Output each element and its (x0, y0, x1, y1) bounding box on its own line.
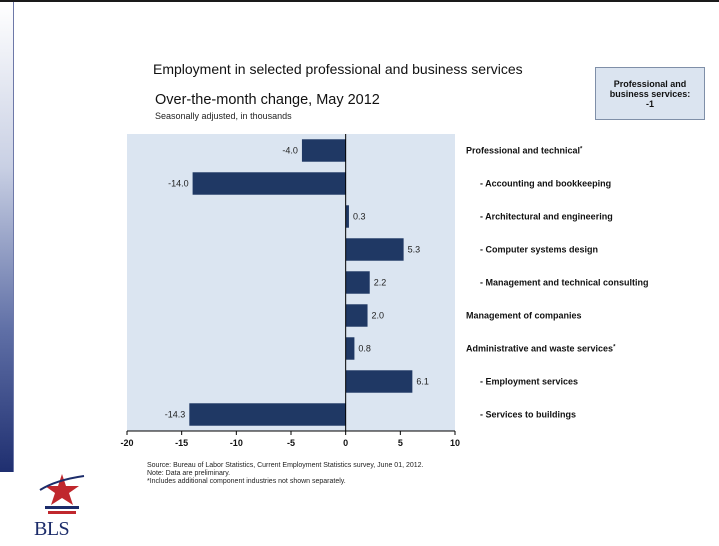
bls-star-icon (39, 474, 85, 514)
callout-line-1: Professional and (613, 78, 687, 89)
bar (301, 139, 346, 162)
bar (192, 172, 346, 195)
bar-value-label: 2.0 (372, 311, 385, 321)
top-rule (0, 0, 719, 2)
bar (189, 403, 346, 426)
category-label: - Management and technical consulting (480, 278, 649, 288)
chart-note: Seasonally adjusted, in thousands (155, 111, 292, 121)
category-label: Professional and technical* (466, 146, 583, 156)
bar (345, 337, 355, 360)
bar-value-label: 0.8 (358, 344, 371, 354)
preliminary-note: Note: Data are preliminary. (147, 470, 231, 477)
left-gradient-band (0, 2, 13, 472)
x-tick-label: -5 (287, 438, 295, 448)
bar (345, 370, 413, 393)
bar-value-label: 0.3 (353, 212, 366, 222)
x-tick-label: -20 (120, 438, 133, 448)
bar-value-label: 5.3 (408, 245, 421, 255)
chart-title: Employment in selected professional and … (153, 61, 523, 77)
category-label: - Employment services (480, 377, 578, 387)
category-label: - Services to buildings (480, 410, 576, 420)
x-tick-label: 0 (343, 438, 348, 448)
category-label: - Architectural and engineering (480, 212, 613, 222)
bar (345, 238, 404, 261)
footnote: *Includes additional component industrie… (147, 478, 346, 485)
bar-value-label: 6.1 (416, 377, 429, 387)
bar (345, 304, 368, 327)
category-label: - Computer systems design (480, 245, 598, 255)
bar-value-label: -4.0 (282, 146, 298, 156)
x-tick-label: -10 (230, 438, 243, 448)
left-rule (13, 2, 14, 472)
x-tick-label: 5 (398, 438, 403, 448)
bls-logo-text: BLS (34, 518, 70, 540)
x-tick-label: -15 (175, 438, 188, 448)
category-label: Administrative and waste services* (466, 344, 616, 354)
chart-subtitle: Over-the-month change, May 2012 (155, 92, 380, 108)
bar-value-label: 2.2 (374, 278, 387, 288)
callout-value: -1 (645, 98, 654, 109)
bar-value-label: -14.3 (165, 410, 186, 420)
category-label: - Accounting and bookkeeping (480, 179, 611, 189)
callout-line-2: business services: (609, 88, 691, 99)
bar (345, 271, 370, 294)
category-label: Management of companies (466, 311, 582, 321)
bar-value-label: -14.0 (168, 179, 189, 189)
source-note: Source: Bureau of Labor Statistics, Curr… (147, 462, 424, 469)
x-tick-label: 10 (450, 438, 460, 448)
summary-callout: Professional and business services: -1 (595, 67, 705, 120)
bar (345, 205, 349, 228)
